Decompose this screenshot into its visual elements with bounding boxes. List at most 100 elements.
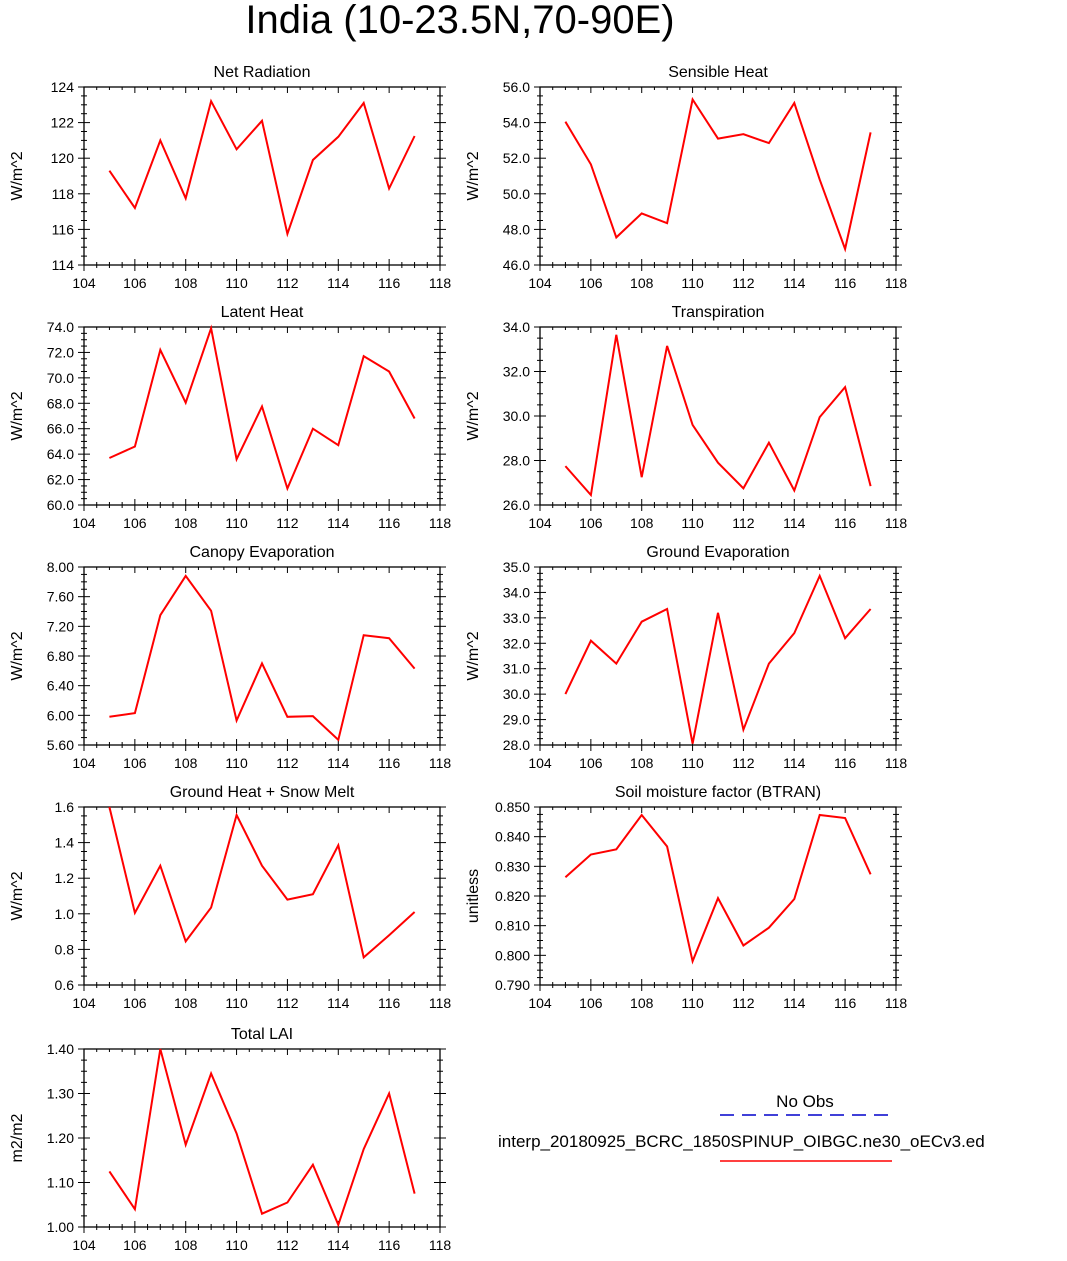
y-tick-label: 6.40	[47, 678, 74, 694]
y-tick-label: 33.0	[503, 610, 530, 626]
x-tick-label: 112	[276, 995, 299, 1011]
panel-title: Net Radiation	[214, 64, 311, 81]
y-tick-label: 54.0	[503, 115, 530, 131]
x-tick-label: 116	[834, 515, 857, 531]
panel-8: 104 106 108 110 112 114 116 118 1.00 1.10 1.20 1.30…	[9, 1026, 451, 1253]
x-tick-label: 118	[885, 995, 908, 1011]
legend-obs-label: No Obs	[776, 1092, 834, 1111]
y-tick-label: 74.0	[47, 319, 74, 335]
panel-4: 104 106 108 110 112 114 116 118 5.60 6.00 6.40 6.80…	[9, 544, 451, 771]
y-tick-label: 68.0	[47, 395, 74, 411]
panel-5: 104 106 108 110 112 114 116 118 28.0 29.0 30.0 31.0…	[465, 544, 907, 771]
y-tick-label: 0.840	[495, 829, 530, 845]
x-tick-label: 118	[429, 275, 452, 291]
x-tick-label: 118	[885, 275, 908, 291]
y-tick-label: 28.0	[503, 453, 530, 469]
series-line	[564, 813, 872, 965]
y-tick-label: 1.2	[55, 870, 75, 886]
plot-frame	[83, 86, 441, 266]
x-tick-label: 114	[327, 515, 350, 531]
panel-title: Total LAI	[231, 1026, 293, 1043]
x-tick-label: 114	[327, 995, 350, 1011]
x-tick-label: 118	[885, 515, 908, 531]
plot-frame	[83, 566, 441, 746]
series-line	[108, 324, 416, 492]
x-tick-label: 116	[378, 515, 401, 531]
x-tick-label: 112	[276, 275, 299, 291]
x-tick-label: 106	[579, 755, 603, 771]
y-tick-label: 118	[52, 186, 75, 202]
x-tick-label: 110	[225, 1237, 248, 1253]
plot-frame	[83, 326, 441, 506]
y-tick-label: 66.0	[47, 421, 74, 437]
x-tick-label: 104	[528, 275, 552, 291]
plot-frame	[539, 86, 897, 266]
y-tick-label: 0.850	[495, 799, 530, 815]
y-tick-label: 5.60	[47, 737, 74, 753]
series-line	[108, 1048, 416, 1228]
y-tick-label: 0.8	[55, 941, 75, 957]
x-tick-label: 118	[429, 995, 452, 1011]
y-tick-label: 32.0	[503, 635, 530, 651]
panel-title: Ground Heat + Snow Melt	[170, 784, 355, 801]
series-line	[564, 573, 872, 744]
panel-title: Latent Heat	[221, 304, 304, 321]
x-tick-label: 106	[579, 995, 603, 1011]
y-tick-label: 0.800	[495, 947, 530, 963]
x-tick-label: 116	[834, 275, 857, 291]
panel-1: 104 106 108 110 112 114 116 118 46.0 48.0 50.0 52.0…	[465, 64, 907, 291]
y-tick-label: 0.810	[495, 918, 530, 934]
y-tick-label: 8.00	[47, 559, 74, 575]
x-tick-label: 116	[834, 995, 857, 1011]
x-tick-label: 116	[834, 755, 857, 771]
y-tick-label: 1.0	[55, 906, 75, 922]
y-tick-label: 0.6	[55, 977, 75, 993]
plot-frame	[539, 566, 897, 746]
panel-title: Soil moisture factor (BTRAN)	[615, 784, 821, 801]
x-tick-label: 104	[72, 515, 96, 531]
y-tick-label: 120	[51, 150, 75, 166]
panel-3: 104 106 108 110 112 114 116 118 26.0 28.0 30.0 32.0…	[465, 304, 907, 531]
x-tick-label: 106	[123, 275, 147, 291]
y-tick-label: 0.820	[495, 888, 530, 904]
x-tick-label: 108	[174, 995, 198, 1011]
y-tick-label: 52.0	[503, 150, 530, 166]
panel-title: Transpiration	[672, 304, 765, 321]
y-tick-label: 1.30	[47, 1086, 74, 1102]
y-tick-label: 1.20	[47, 1130, 74, 1146]
y-tick-label: 7.60	[47, 589, 74, 605]
y-tick-label: 35.0	[503, 559, 530, 575]
x-tick-label: 114	[327, 1237, 350, 1253]
x-tick-label: 106	[123, 1237, 147, 1253]
y-tick-label: 6.80	[47, 648, 74, 664]
x-tick-label: 106	[123, 515, 147, 531]
y-tick-label: 0.830	[495, 858, 530, 874]
y-tick-label: 64.0	[47, 446, 74, 462]
y-tick-label: 46.0	[503, 257, 530, 273]
x-tick-label: 110	[225, 755, 248, 771]
x-tick-label: 108	[630, 995, 654, 1011]
x-tick-label: 106	[123, 755, 147, 771]
y-axis-label: W/m^2	[9, 631, 26, 680]
legend-model-label: interp_20180925_BCRC_1850SPINUP_OIBGC.ne…	[498, 1132, 985, 1151]
y-axis-label: W/m^2	[465, 151, 482, 200]
x-tick-label: 110	[681, 755, 704, 771]
series-line	[108, 98, 416, 238]
y-tick-label: 50.0	[503, 186, 530, 202]
y-tick-label: 6.00	[47, 707, 74, 723]
x-tick-label: 114	[327, 755, 350, 771]
x-tick-label: 110	[225, 275, 248, 291]
y-tick-label: 7.20	[47, 618, 74, 634]
x-tick-label: 118	[429, 1237, 452, 1253]
x-tick-label: 112	[732, 275, 755, 291]
x-tick-label: 104	[72, 1237, 96, 1253]
y-tick-label: 72.0	[47, 344, 74, 360]
y-tick-label: 1.6	[55, 799, 75, 815]
panel-0: 104 106 108 110 112 114 116 118 114 116 118 120 122 1…	[9, 64, 451, 291]
x-tick-label: 114	[783, 515, 806, 531]
y-tick-label: 114	[52, 257, 75, 273]
series-line	[564, 334, 872, 498]
y-tick-label: 30.0	[503, 408, 530, 424]
panel-7: 104 106 108 110 112 114 116 118 0.790 0.800 0.810 0…	[465, 784, 907, 1011]
x-tick-label: 104	[72, 995, 96, 1011]
